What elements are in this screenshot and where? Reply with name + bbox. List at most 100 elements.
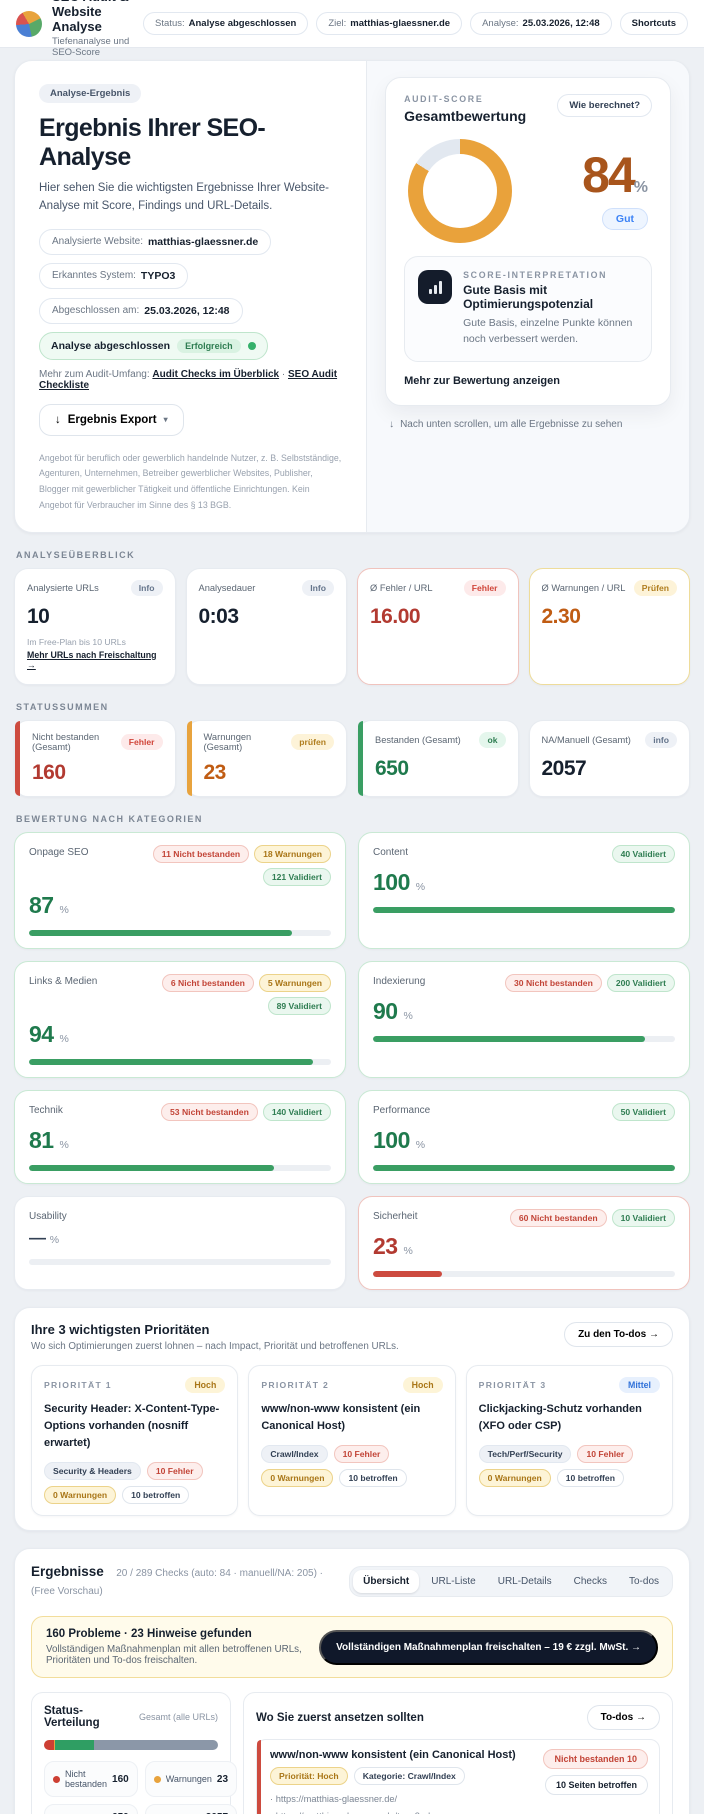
- seo-checklist-link[interactable]: SEO Audit Checkliste: [39, 368, 338, 391]
- score-unit: %: [403, 1009, 413, 1022]
- analysis-duration-card: Analysedauer Info 0:03: [185, 567, 347, 685]
- success-dot-icon: [247, 341, 256, 350]
- warnings-pill: 0 Warnungen: [44, 1486, 117, 1505]
- score-eyebrow: AUDIT-SCORE: [404, 94, 484, 104]
- errors-per-url-card: Ø Fehler / URL Fehler 16.00: [357, 567, 519, 685]
- failed-badge: 53 Nicht bestanden: [161, 1102, 258, 1121]
- warnings-badge: 5 Warnungen: [258, 973, 331, 992]
- status-sums-section-label: STATUSSUMMEN: [16, 701, 109, 712]
- legal-note: Angebot für beruflich oder gewerblich ha…: [39, 452, 342, 511]
- tab-checks[interactable]: Checks: [573, 1575, 607, 1587]
- finished-pill-value: 25.03.2026, 12:48: [144, 304, 230, 317]
- green-accent-bar: [358, 720, 363, 796]
- validated-badge: 200 Validiert: [606, 973, 675, 992]
- red-accent-bar: [15, 720, 20, 796]
- validated-badge: 50 Validiert: [611, 1102, 675, 1121]
- analysis-status-pill: Analyse abgeschlossen Erfolgreich: [39, 331, 268, 360]
- interpretation-eyebrow: SCORE-INTERPRETATION: [463, 270, 608, 280]
- app-subtitle: Tiefenanalyse und SEO-Score: [52, 36, 130, 58]
- page-title: Ergebnis Ihrer SEO-Analyse: [39, 114, 266, 171]
- affected-urls: · https://matthias-glaessner.de/ · https…: [270, 1791, 533, 1814]
- website-pill-value: matthias-glaessner.de: [147, 235, 259, 248]
- categories-section-label: BEWERTUNG NACH KATEGORIEN: [16, 813, 203, 824]
- status-legend: Nicht bestanden 160 Warnungen 23 Validiert…: [44, 1761, 238, 1814]
- tab-uebersicht[interactable]: Übersicht: [353, 1569, 420, 1593]
- priority-card-3: PRIORITÄT 3 Mittel Clickjacking-Schutz vo…: [465, 1364, 673, 1517]
- more-urls-link[interactable]: Mehr URLs nach Freischaltung →: [27, 649, 157, 670]
- failed-total-value: 160: [32, 760, 66, 784]
- progress-fill: [373, 1035, 645, 1042]
- export-button[interactable]: ↓ Ergebnis Export ▾: [39, 403, 184, 436]
- priorities-headings: Ihre 3 wichtigsten Prioritäten Wo sich O…: [31, 1322, 399, 1352]
- status-stacked-bar: [44, 1740, 218, 1751]
- priority-eyebrow: PRIORITÄT 3: [478, 1379, 547, 1390]
- top-bar: SEO Audit & Website Analyse Tiefenanalys…: [0, 0, 704, 58]
- progress-track: [29, 1164, 331, 1171]
- banner-subtitle: Vollständigen Maßnahmenplan mit allen be…: [46, 1644, 302, 1667]
- card-label: Ø Warnungen / URL: [541, 582, 626, 593]
- priority-cards: PRIORITÄT 1 Hoch Security Header: X-Conte…: [31, 1364, 673, 1517]
- target-chip-label: Ziel:: [328, 18, 347, 29]
- category-card-performance: Performance 50 Validiert 100 %: [358, 1089, 690, 1184]
- scroll-hint: ↓ Nach unten scrollen, um alle Ergebniss…: [389, 419, 667, 430]
- category-card-content: Content 40 Validiert 100 %: [358, 831, 690, 949]
- errors-per-url-value: 16.00: [370, 604, 421, 628]
- url-link[interactable]: https://matthias-glaessner.de/typo3-glos…: [276, 1811, 453, 1814]
- progress-track: [29, 1258, 331, 1265]
- score-number: 23: [373, 1232, 398, 1259]
- url-link[interactable]: https://matthias-glaessner.de/: [275, 1794, 398, 1805]
- card-label: Ø Fehler / URL: [370, 582, 433, 593]
- bullet-icon: ·: [270, 1794, 274, 1805]
- category-name: Onpage SEO: [29, 846, 89, 858]
- status-chip-value: Analyse abgeschlossen: [188, 18, 297, 29]
- go-to-todos-button[interactable]: Zu den To-dos →: [564, 1321, 673, 1347]
- system-pill-value: TYPO3: [140, 269, 176, 282]
- legend-failed[interactable]: Nicht bestanden 160: [44, 1761, 138, 1798]
- check-badge: Prüfen: [633, 579, 677, 596]
- failed-count-badge: Nicht bestanden 10: [543, 1749, 648, 1770]
- legend-warnings[interactable]: Warnungen 23: [144, 1761, 238, 1798]
- warnings-pill: 0 Warnungen: [478, 1469, 551, 1488]
- progress-fill: [373, 906, 675, 913]
- more-rating-link[interactable]: Mehr zur Bewertung anzeigen: [404, 374, 560, 387]
- top-bar-chips: Status: Analyse abgeschlossen Ziel: matt…: [143, 12, 688, 35]
- finished-pill-label: Abgeschlossen am:: [52, 305, 140, 317]
- shortcuts-label: Shortcuts: [631, 18, 676, 29]
- affected-pill: 10 betroffen: [339, 1469, 407, 1488]
- tab-todos[interactable]: To-dos: [628, 1575, 659, 1587]
- stack-segment-nicht-bestanden: [44, 1740, 54, 1751]
- finished-pill: Abgeschlossen am: 25.03.2026, 12:48: [39, 297, 243, 324]
- category-pill: Tech/Perf/Security: [478, 1445, 572, 1464]
- category-card-sicherheit: Sicherheit 60 Nicht bestanden 10 Validier…: [358, 1195, 690, 1290]
- warnings-per-url-value: 2.30: [541, 604, 581, 628]
- priority-title: Security Header: X-Content-Type-Options …: [44, 1402, 220, 1450]
- progress-track: [29, 929, 331, 936]
- todos-button[interactable]: To-dos →: [586, 1705, 660, 1731]
- shortcuts-button[interactable]: Shortcuts: [619, 12, 688, 35]
- tab-url-liste[interactable]: URL-Liste: [431, 1575, 476, 1587]
- category-score: 94 %: [29, 1021, 331, 1048]
- score-unit: %: [59, 1032, 69, 1045]
- results-card: Ergebnisse 20 / 289 Checks (auto: 84 · m…: [14, 1548, 690, 1814]
- legend-validated[interactable]: Validiert 650: [44, 1804, 138, 1814]
- score-interpretation-box: SCORE-INTERPRETATION Gute Basis mit Opti…: [404, 256, 652, 362]
- unlock-plan-button[interactable]: Vollständigen Maßnahmenplan freischalten…: [319, 1629, 658, 1665]
- result-badge: Analyse-Ergebnis: [39, 84, 142, 103]
- category-card-links-medien: Links & Medien 6 Nicht bestanden 5 Warnun…: [14, 960, 346, 1078]
- how-calculated-button[interactable]: Wie berechnet?: [557, 94, 652, 117]
- finding-title: www/non-www konsistent (ein Canonical Ho…: [270, 1749, 516, 1762]
- free-plan-note: Im Free-Plan bis 10 URLs: [27, 636, 126, 647]
- legend-label: Nicht bestanden: [65, 1769, 108, 1790]
- info-badge: Info: [302, 579, 334, 596]
- export-button-label: Ergebnis Export: [67, 413, 157, 426]
- priority-pill: Priorität: Hoch: [270, 1767, 348, 1786]
- score-number: 100: [373, 1126, 410, 1153]
- app-titles: SEO Audit & Website Analyse Tiefenanalys…: [52, 0, 133, 58]
- app-logo-icon: [16, 10, 42, 37]
- warnings-total-card: Warnungen (Gesamt) prüfen 23: [185, 719, 347, 797]
- legend-na[interactable]: NA 2057: [144, 1804, 238, 1814]
- priority-level-badge: Mittel: [619, 1376, 660, 1393]
- audit-checks-link[interactable]: Audit Checks im Überblick: [152, 368, 280, 380]
- affected-pages-badge: 10 Seiten betroffen: [544, 1775, 648, 1796]
- tab-url-details[interactable]: URL-Details: [497, 1575, 552, 1587]
